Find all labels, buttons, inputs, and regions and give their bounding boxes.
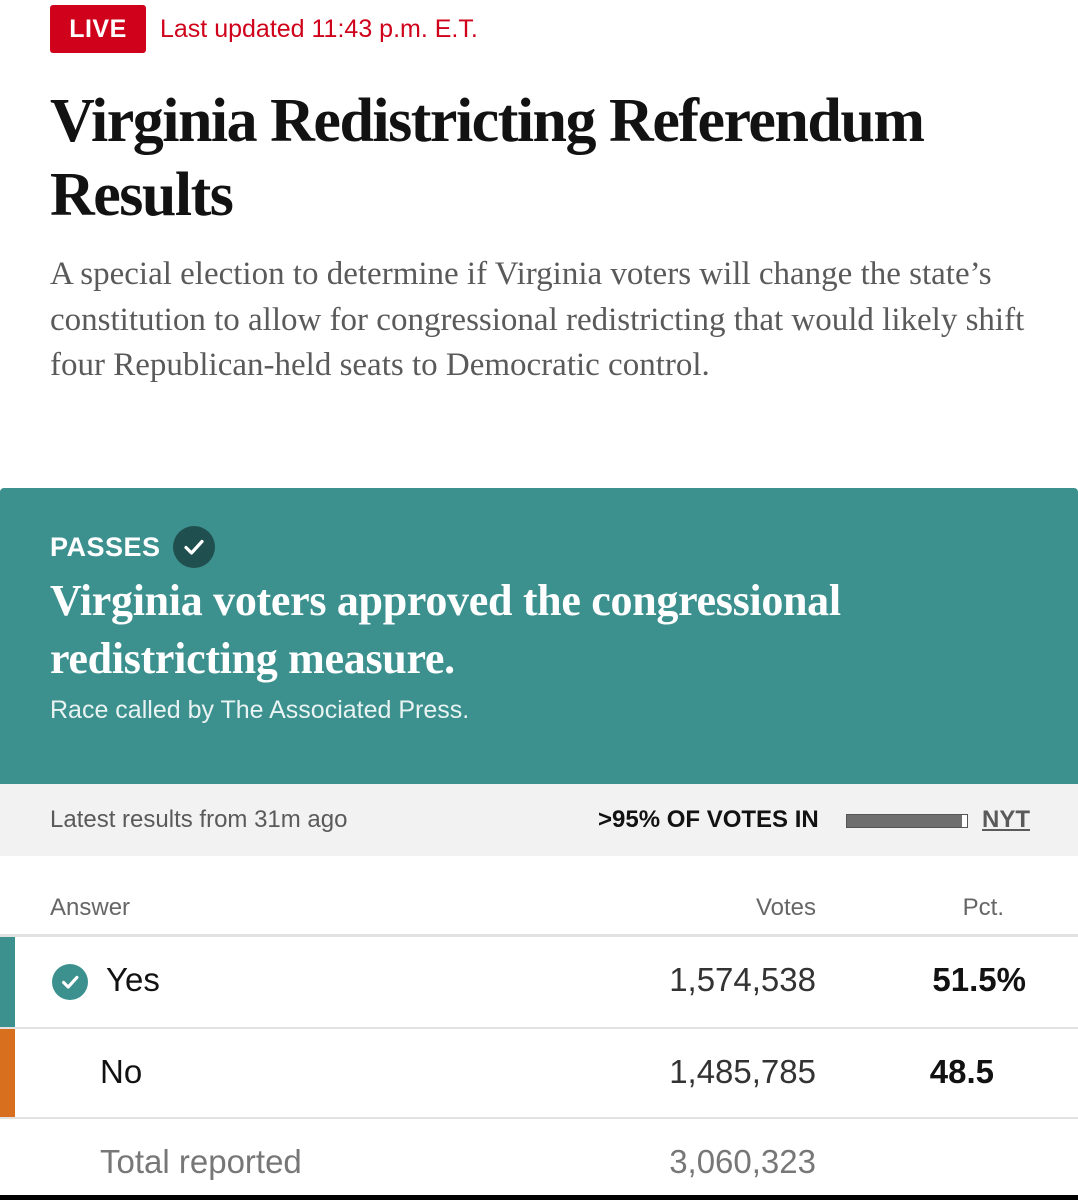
votes-in-label: >95% OF VOTES IN [598,806,819,833]
page-title: Virginia Redistricting Referendum Result… [50,87,925,229]
result-headline: Virginia voters approved the congression… [50,576,841,683]
column-header-votes: Votes [755,894,816,921]
vote-percentage: 48.5 [929,1053,994,1090]
result-banner: PASSES Virginia voters approved the cong… [0,488,1078,784]
live-status-row: LIVE Last updated 11:43 p.m. E.T. [50,4,478,54]
answer-label: No [100,1053,143,1090]
votes-in-progress-bar [846,814,968,828]
result-status: PASSES [50,526,215,568]
last-updated-text: Last updated 11:43 p.m. E.T. [160,14,478,43]
winner-check-icon [52,964,88,1000]
vote-percentage: 51.5% [932,961,1026,998]
table-row-yes: Yes 1,574,538 51.5% [0,937,1078,1029]
total-label: Total reported [100,1143,302,1180]
race-call-credit: Race called by The Associated Press. [50,696,470,724]
votes-in-progress-fill [847,815,963,827]
column-header-pct: Pct. [962,894,1004,921]
answer-label: Yes [106,961,160,998]
live-badge: LIVE [50,5,146,53]
vote-count: 1,485,785 [669,1053,816,1090]
bottom-border [0,1195,1078,1200]
latest-results-text: Latest results from 31m ago [50,806,348,833]
page-description: A special election to determine if Virgi… [50,256,1025,383]
nyt-estimate-link[interactable]: NYT [982,806,1030,833]
checkmark-icon [172,526,215,568]
results-status-bar: Latest results from 31m ago >95% OF VOTE… [0,784,1078,856]
vote-count: 1,574,538 [669,961,816,998]
row-divider [0,1117,1078,1119]
table-row-total: Total reported 3,060,323 [0,1119,1078,1195]
column-header-answer: Answer [50,894,131,921]
total-votes: 3,060,323 [669,1143,816,1180]
row-color-bar [0,1029,15,1117]
row-color-bar [0,937,15,1027]
table-header-divider [0,934,1078,937]
row-divider [0,1027,1078,1029]
result-status-label: PASSES [50,531,161,562]
table-row-no: No 1,485,785 48.5 [0,1029,1078,1119]
